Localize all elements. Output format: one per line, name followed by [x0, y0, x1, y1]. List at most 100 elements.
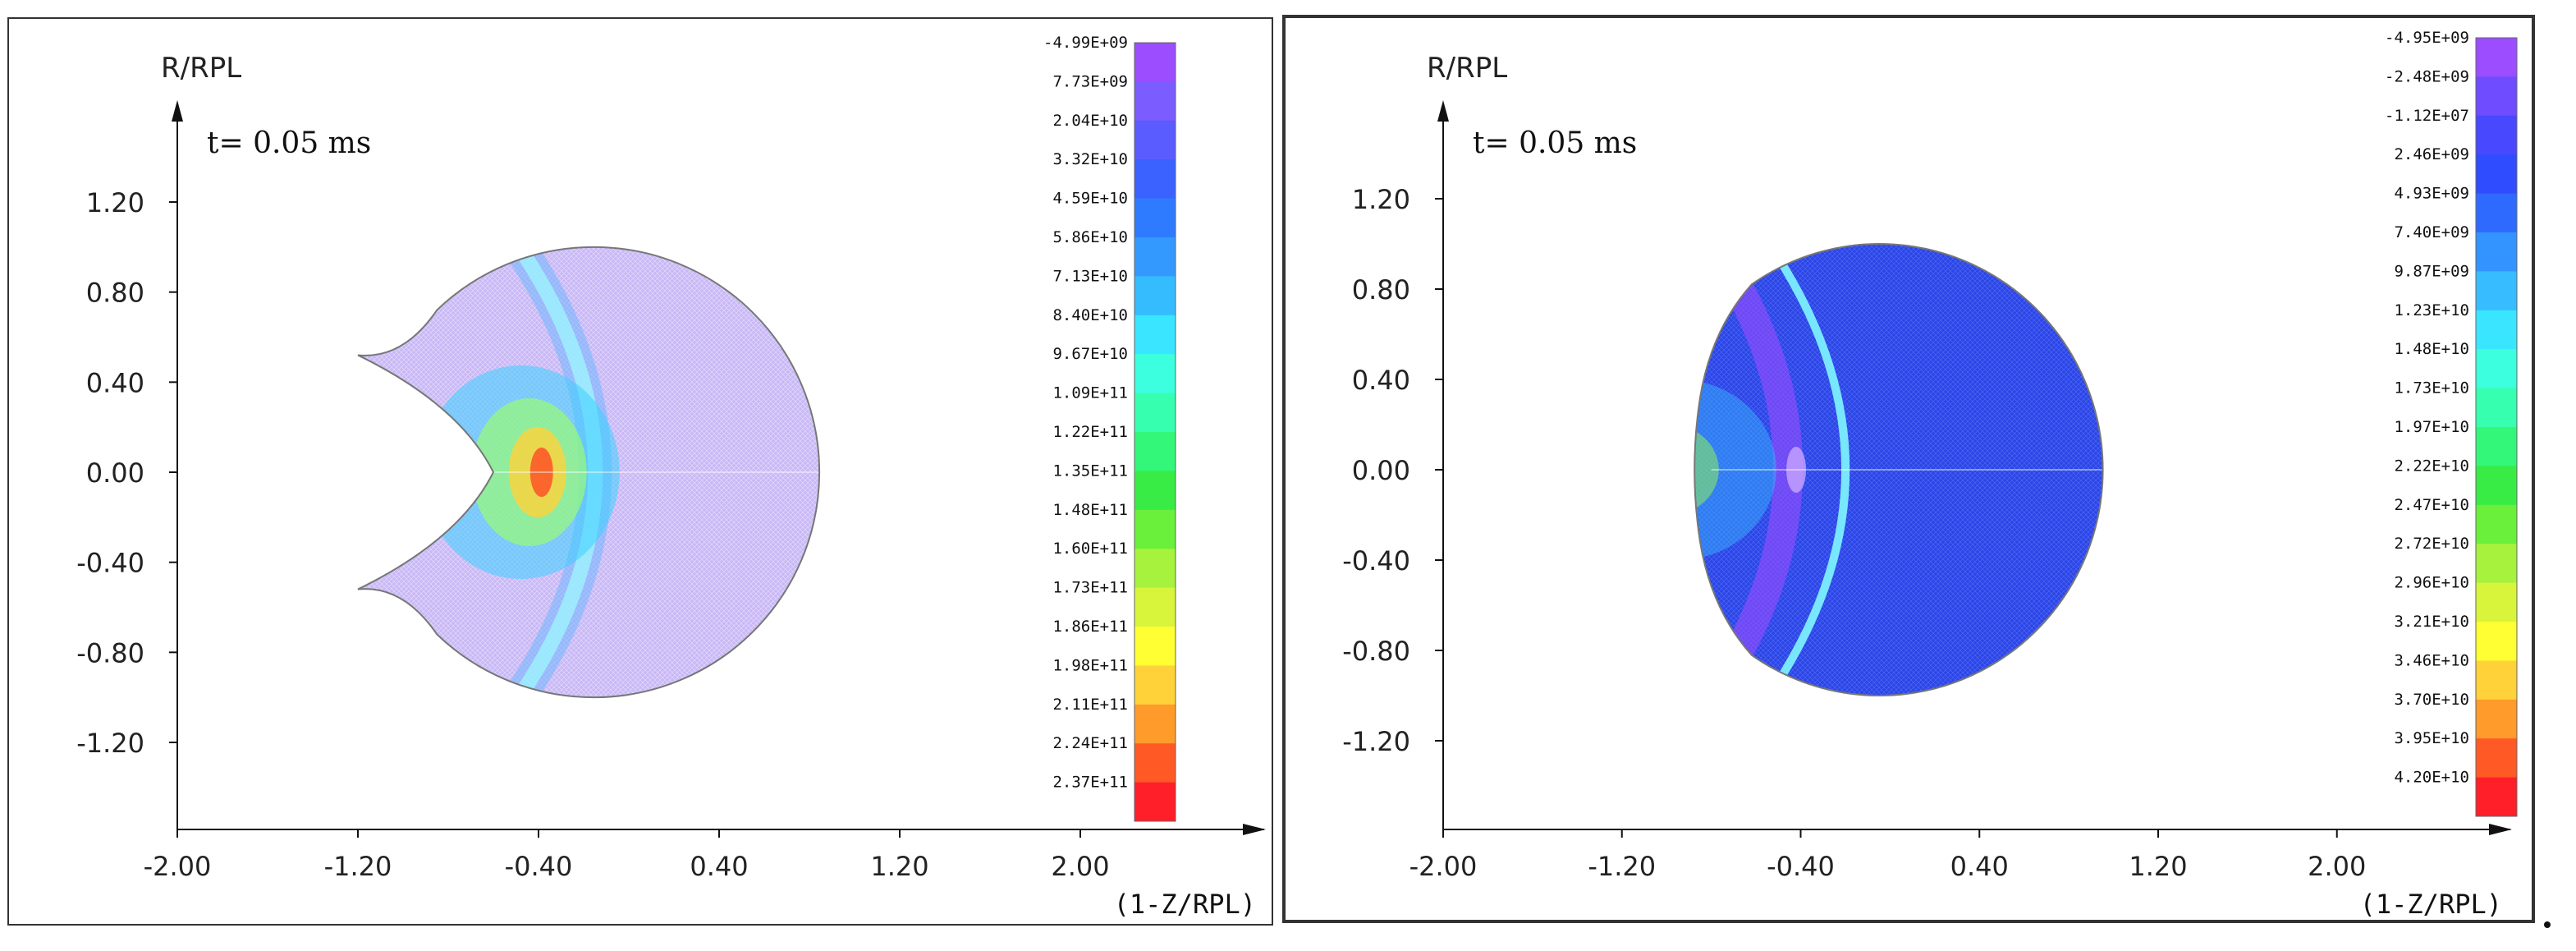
y-tick-label: 0.40: [1352, 365, 1410, 396]
x-axis-arrow: [2489, 824, 2512, 835]
colorbar-label: 1.98E+11: [1052, 656, 1128, 674]
x-tick-label: 2.00: [2308, 851, 2366, 882]
colorbar-label: 3.95E+10: [2394, 729, 2469, 747]
colorbar-swatch: [1134, 665, 1176, 705]
panel-frame: [1282, 15, 2535, 923]
x-tick-label: -2.00: [1409, 851, 1478, 882]
colorbar-label: 2.46E+09: [2394, 145, 2469, 163]
colorbar-label: 1.97E+10: [2394, 418, 2469, 436]
hot-zone-mid: [1694, 425, 1719, 515]
y-axis-label: R/RPL: [1427, 52, 1507, 85]
colorbar-swatch: [2476, 271, 2517, 311]
colorbar-swatch: [2476, 232, 2517, 272]
y-tick-label: 0.00: [86, 457, 144, 489]
colorbar-swatch: [1134, 432, 1176, 471]
colorbar-frame: [1134, 42, 1176, 822]
colorbar-swatch: [1134, 627, 1176, 666]
y-tick-label: 1.20: [1352, 184, 1410, 215]
colorbar-label: 2.24E+11: [1052, 734, 1128, 752]
hot-zone-core: [1651, 453, 1680, 486]
colorbar-swatch: [1134, 198, 1176, 238]
colorbar-label: 1.86E+11: [1052, 618, 1128, 636]
colorbar-swatch: [1134, 393, 1176, 433]
colorbar-swatch: [2476, 622, 2517, 661]
colorbar-label: 9.67E+10: [1052, 345, 1128, 363]
colorbar-label: 1.23E+10: [2394, 301, 2469, 319]
colorbar-label: 3.21E+10: [2394, 613, 2469, 631]
colorbar-swatch: [1134, 315, 1176, 355]
x-axis-label: (1-Z/RPL): [2360, 889, 2502, 920]
colorbar-swatch: [2476, 777, 2517, 817]
x-axis-arrow: [1243, 824, 1266, 835]
y-tick-label: 0.40: [86, 367, 144, 398]
colorbar-swatch: [2476, 193, 2517, 233]
colorbar-label: 8.40E+10: [1052, 306, 1128, 324]
x-tick-label: 1.20: [870, 851, 928, 882]
colorbar-swatch: [2476, 504, 2517, 544]
colorbar-label: 4.20E+10: [2394, 769, 2469, 787]
colorbar-label: 1.48E+11: [1052, 501, 1128, 519]
colorbar-swatch: [1134, 549, 1176, 589]
y-tick-label: -1.20: [1342, 726, 1410, 757]
trailing-period: [2544, 921, 2551, 928]
colorbar-swatch: [2476, 660, 2517, 701]
colorbar-frame: [2475, 37, 2518, 817]
y-axis-arrow: [1437, 100, 1449, 122]
colorbar-swatch: [1134, 471, 1176, 511]
colorbar-swatch: [2476, 310, 2517, 350]
colorbar-label: 2.72E+10: [2394, 535, 2469, 553]
x-tick-label: -1.20: [1588, 851, 1656, 882]
colorbar-label: 7.40E+09: [2394, 223, 2469, 241]
colorbar-label: 9.87E+09: [2394, 262, 2469, 280]
colorbar-swatch: [1134, 43, 1176, 82]
colorbar-swatch: [1134, 354, 1176, 394]
colorbar-label: 2.37E+11: [1052, 774, 1128, 792]
x-tick-label: 0.40: [1950, 851, 2009, 882]
hot-zone-outer: [1694, 379, 1776, 560]
y-tick-label: -0.80: [1342, 636, 1410, 667]
y-tick-label: 0.80: [1352, 274, 1410, 306]
colorbar-swatch: [2476, 76, 2517, 117]
panel-frame: [7, 17, 1273, 926]
x-tick-label: 0.40: [690, 851, 748, 882]
panel-left: R/RPL (1-Z/RPL) t= 0.05 ms 1.20 0.80 0.40 0.00…: [7, 17, 1273, 926]
stress-field: [358, 246, 820, 698]
colorbar-label: 1.73E+10: [2394, 379, 2469, 397]
colorbar-swatch: [2476, 349, 2517, 389]
colorbar-label: 2.22E+10: [2394, 457, 2469, 475]
y-tick-label: -0.40: [76, 548, 144, 579]
colorbar-label: 4.93E+09: [2394, 185, 2469, 203]
y-tick-label: -0.40: [1342, 545, 1410, 577]
panel-right: R/RPL (1-Z/RPL) t= 0.05 ms 1.20 0.80 0.40 0.00…: [1282, 15, 2535, 923]
colorbar-swatch: [1134, 743, 1176, 783]
y-tick-label: 1.20: [86, 187, 144, 218]
x-tick-label: -2.00: [144, 851, 212, 882]
colorbar-swatch: [1134, 509, 1176, 549]
colorbar-label: 2.11E+11: [1052, 696, 1128, 714]
colorbar-label: 3.46E+10: [2394, 651, 2469, 669]
colorbar-label: -2.48E+09: [2385, 67, 2469, 85]
colorbar-swatch: [2476, 154, 2517, 195]
colorbar-label: 7.13E+10: [1052, 267, 1128, 285]
colorbar-label: 2.47E+10: [2394, 496, 2469, 514]
colorbar-label: 2.04E+10: [1052, 112, 1128, 130]
colorbar-swatch: [2476, 466, 2517, 506]
colorbar-swatch: [1134, 237, 1176, 277]
stress-field: [1651, 244, 2103, 696]
colorbar-swatch: [1134, 587, 1176, 627]
colorbar-swatch: [2476, 738, 2517, 779]
colorbar-swatch: [2476, 115, 2517, 155]
colorbar-label: -4.99E+09: [1043, 34, 1128, 52]
time-label: t= 0.05 ms: [207, 126, 371, 160]
colorbar-swatch: [1134, 159, 1176, 200]
x-tick-label: 2.00: [1051, 851, 1109, 882]
colorbar-label: 1.60E+11: [1052, 540, 1128, 558]
x-tick-label: 1.20: [2129, 851, 2187, 882]
colorbar-label: 5.86E+10: [1052, 228, 1128, 246]
colorbar-label: 7.73E+09: [1052, 72, 1128, 90]
colorbar-swatch: [2476, 38, 2517, 77]
x-tick-label: -1.20: [324, 851, 392, 882]
colorbar-swatch: [1134, 782, 1176, 822]
y-tick-label: -0.80: [76, 637, 144, 668]
